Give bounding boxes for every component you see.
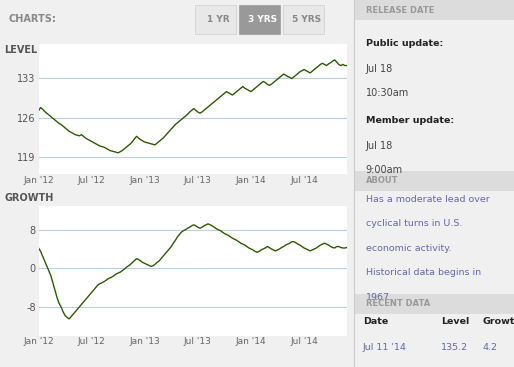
Text: 3 YRS: 3 YRS xyxy=(248,15,277,24)
Text: 135.2: 135.2 xyxy=(440,343,468,352)
Text: Jul 18: Jul 18 xyxy=(366,64,393,74)
FancyBboxPatch shape xyxy=(283,5,324,34)
Text: Jul 11 '14: Jul 11 '14 xyxy=(362,343,407,352)
Text: ABOUT: ABOUT xyxy=(366,176,398,185)
Text: LEVEL: LEVEL xyxy=(4,44,38,55)
Text: 10:30am: 10:30am xyxy=(366,88,409,98)
Text: 9:00am: 9:00am xyxy=(366,165,403,175)
Text: RELEASE DATE: RELEASE DATE xyxy=(366,6,434,15)
Text: Has a moderate lead over: Has a moderate lead over xyxy=(366,195,489,204)
Bar xyxy=(355,294,514,314)
Text: Member update:: Member update: xyxy=(366,116,454,125)
Bar xyxy=(355,171,514,191)
Text: Growth: Growth xyxy=(482,317,514,327)
Text: economic activity.: economic activity. xyxy=(366,244,451,253)
FancyBboxPatch shape xyxy=(195,5,236,34)
Text: Historical data begins in: Historical data begins in xyxy=(366,268,481,277)
FancyBboxPatch shape xyxy=(240,5,280,34)
Text: 4.2: 4.2 xyxy=(482,343,497,352)
Text: CHARTS:: CHARTS: xyxy=(9,14,57,24)
Text: Jul 18: Jul 18 xyxy=(366,141,393,151)
Text: 5 YRS: 5 YRS xyxy=(292,15,321,24)
Text: 1 YR: 1 YR xyxy=(207,15,230,24)
Text: GROWTH: GROWTH xyxy=(4,193,53,203)
Text: RECENT DATA: RECENT DATA xyxy=(366,299,430,308)
Bar xyxy=(355,0,514,20)
Text: Level: Level xyxy=(440,317,469,327)
Text: Date: Date xyxy=(362,317,388,327)
Text: Public update:: Public update: xyxy=(366,39,443,48)
Text: cyclical turns in U.S.: cyclical turns in U.S. xyxy=(366,219,462,228)
Text: 1967.: 1967. xyxy=(366,293,393,302)
